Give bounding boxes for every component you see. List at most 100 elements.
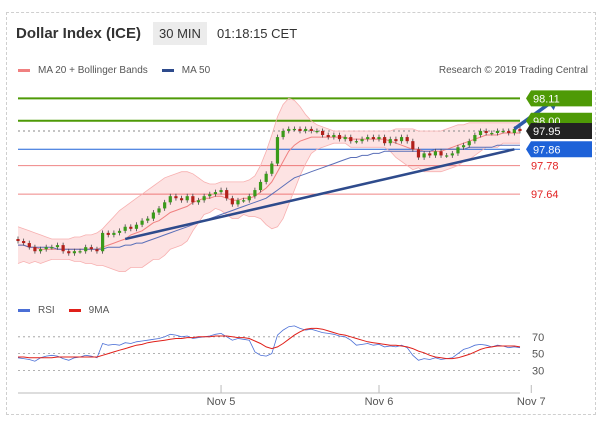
legend-ma50-label: MA 50	[181, 65, 211, 76]
x-tick-label: Nov 7	[517, 396, 546, 408]
candle-body	[185, 196, 189, 201]
candle-body	[399, 137, 404, 142]
x-tick-label: Nov 6	[365, 396, 394, 408]
legend-ma20-label: MA 20 + Bollinger Bands	[38, 65, 148, 76]
candle-body	[78, 251, 82, 253]
candle-body	[208, 194, 212, 197]
legend-rsi-label: RSI	[38, 305, 55, 316]
candle-body	[129, 226, 133, 229]
candle-body	[16, 239, 20, 242]
candle-body	[343, 137, 347, 140]
candle-body	[157, 208, 161, 213]
candle-body	[292, 128, 296, 131]
candle-body	[134, 224, 139, 229]
candle-body	[326, 135, 330, 138]
candle-body	[242, 200, 246, 202]
level-label-97.78: 97.78	[531, 161, 559, 173]
candle-body	[360, 139, 364, 142]
level-label-97.64: 97.64	[531, 189, 559, 201]
candle-body	[371, 137, 375, 140]
candle-body	[225, 190, 229, 199]
interval-selector[interactable]: 30 MIN	[153, 21, 207, 45]
candle-body	[467, 141, 471, 146]
candle-body	[394, 139, 398, 142]
candle-body	[309, 128, 313, 131]
candle-body	[101, 232, 105, 252]
candle-body	[253, 190, 257, 197]
bollinger-upper-line	[17, 97, 520, 240]
level-label-97.86: 97.86	[533, 144, 561, 156]
candle-body	[320, 130, 325, 136]
candle-body	[377, 137, 381, 140]
candle-body	[163, 202, 167, 209]
candle-body	[507, 130, 511, 133]
candle-body	[55, 245, 60, 248]
candle-body	[38, 249, 43, 252]
candle-body	[179, 198, 184, 201]
candle-body	[337, 135, 342, 140]
level-label-97.95: 97.95	[533, 126, 561, 138]
candle-body	[61, 245, 65, 252]
legend-ma20: MA 20 + Bollinger Bands	[18, 65, 148, 76]
chart-frame	[6, 12, 596, 415]
candle-body	[315, 130, 319, 133]
candle-body	[461, 145, 466, 148]
ma9-swatch	[68, 309, 81, 312]
rsi-tick-label: 50	[532, 349, 544, 361]
main-legend: MA 20 + Bollinger Bands MA 50	[18, 65, 224, 76]
ma50-swatch	[161, 69, 174, 72]
candle-body	[219, 190, 223, 193]
candle-body	[281, 130, 285, 138]
candle-body	[50, 247, 54, 249]
x-tick-label: Nov 5	[207, 396, 236, 408]
candle-body	[264, 173, 268, 182]
candle-body	[411, 141, 415, 150]
level-label-98.11: 98.11	[533, 93, 560, 105]
candle-body	[89, 247, 93, 250]
rsi-legend: RSI 9MA	[18, 305, 123, 316]
level-tag-98.11	[526, 90, 592, 107]
candle-body	[490, 133, 494, 135]
candle-body	[174, 196, 178, 199]
candle-body	[67, 251, 71, 254]
instrument-title: Dollar Index (ICE)	[16, 24, 142, 42]
candle-body	[383, 137, 387, 144]
candle-body	[275, 137, 280, 164]
legend-ma50: MA 50	[161, 65, 211, 76]
candle-body	[146, 218, 150, 221]
candle-body	[388, 139, 392, 144]
candle-body	[22, 241, 26, 244]
candle-body	[168, 196, 172, 203]
candle-body	[84, 247, 88, 252]
candle-body	[366, 137, 370, 140]
candle-body	[416, 149, 421, 158]
candle-body	[354, 141, 359, 143]
candle-body	[258, 181, 263, 191]
rsi-line	[17, 325, 521, 362]
candle-body	[445, 155, 449, 157]
candle-body	[95, 249, 99, 252]
rsi-swatch	[18, 309, 30, 312]
legend-rsi: RSI	[18, 305, 55, 316]
rsi-tick-label: 30	[532, 365, 544, 377]
candle-body	[405, 137, 409, 142]
level-tag-97.86	[526, 141, 592, 158]
rsi-tick-label: 70	[532, 332, 544, 344]
chart-header: Dollar Index (ICE) 30 MIN 01:18:15 CET	[10, 20, 297, 46]
candle-body	[287, 128, 291, 131]
candle-body	[332, 135, 336, 138]
candle-body	[456, 147, 460, 154]
timestamp: 01:18:15 CET	[216, 25, 298, 41]
candle-body	[422, 153, 426, 158]
candle-body	[349, 137, 353, 142]
level-tag-97.95	[526, 122, 592, 139]
candle-body	[478, 130, 483, 136]
candle-body	[213, 192, 218, 195]
candle-body	[196, 200, 201, 203]
candle-body	[27, 243, 31, 248]
candle-body	[247, 196, 251, 201]
candle-body	[191, 196, 195, 203]
candle-body	[202, 196, 206, 201]
candle-body	[450, 153, 454, 156]
